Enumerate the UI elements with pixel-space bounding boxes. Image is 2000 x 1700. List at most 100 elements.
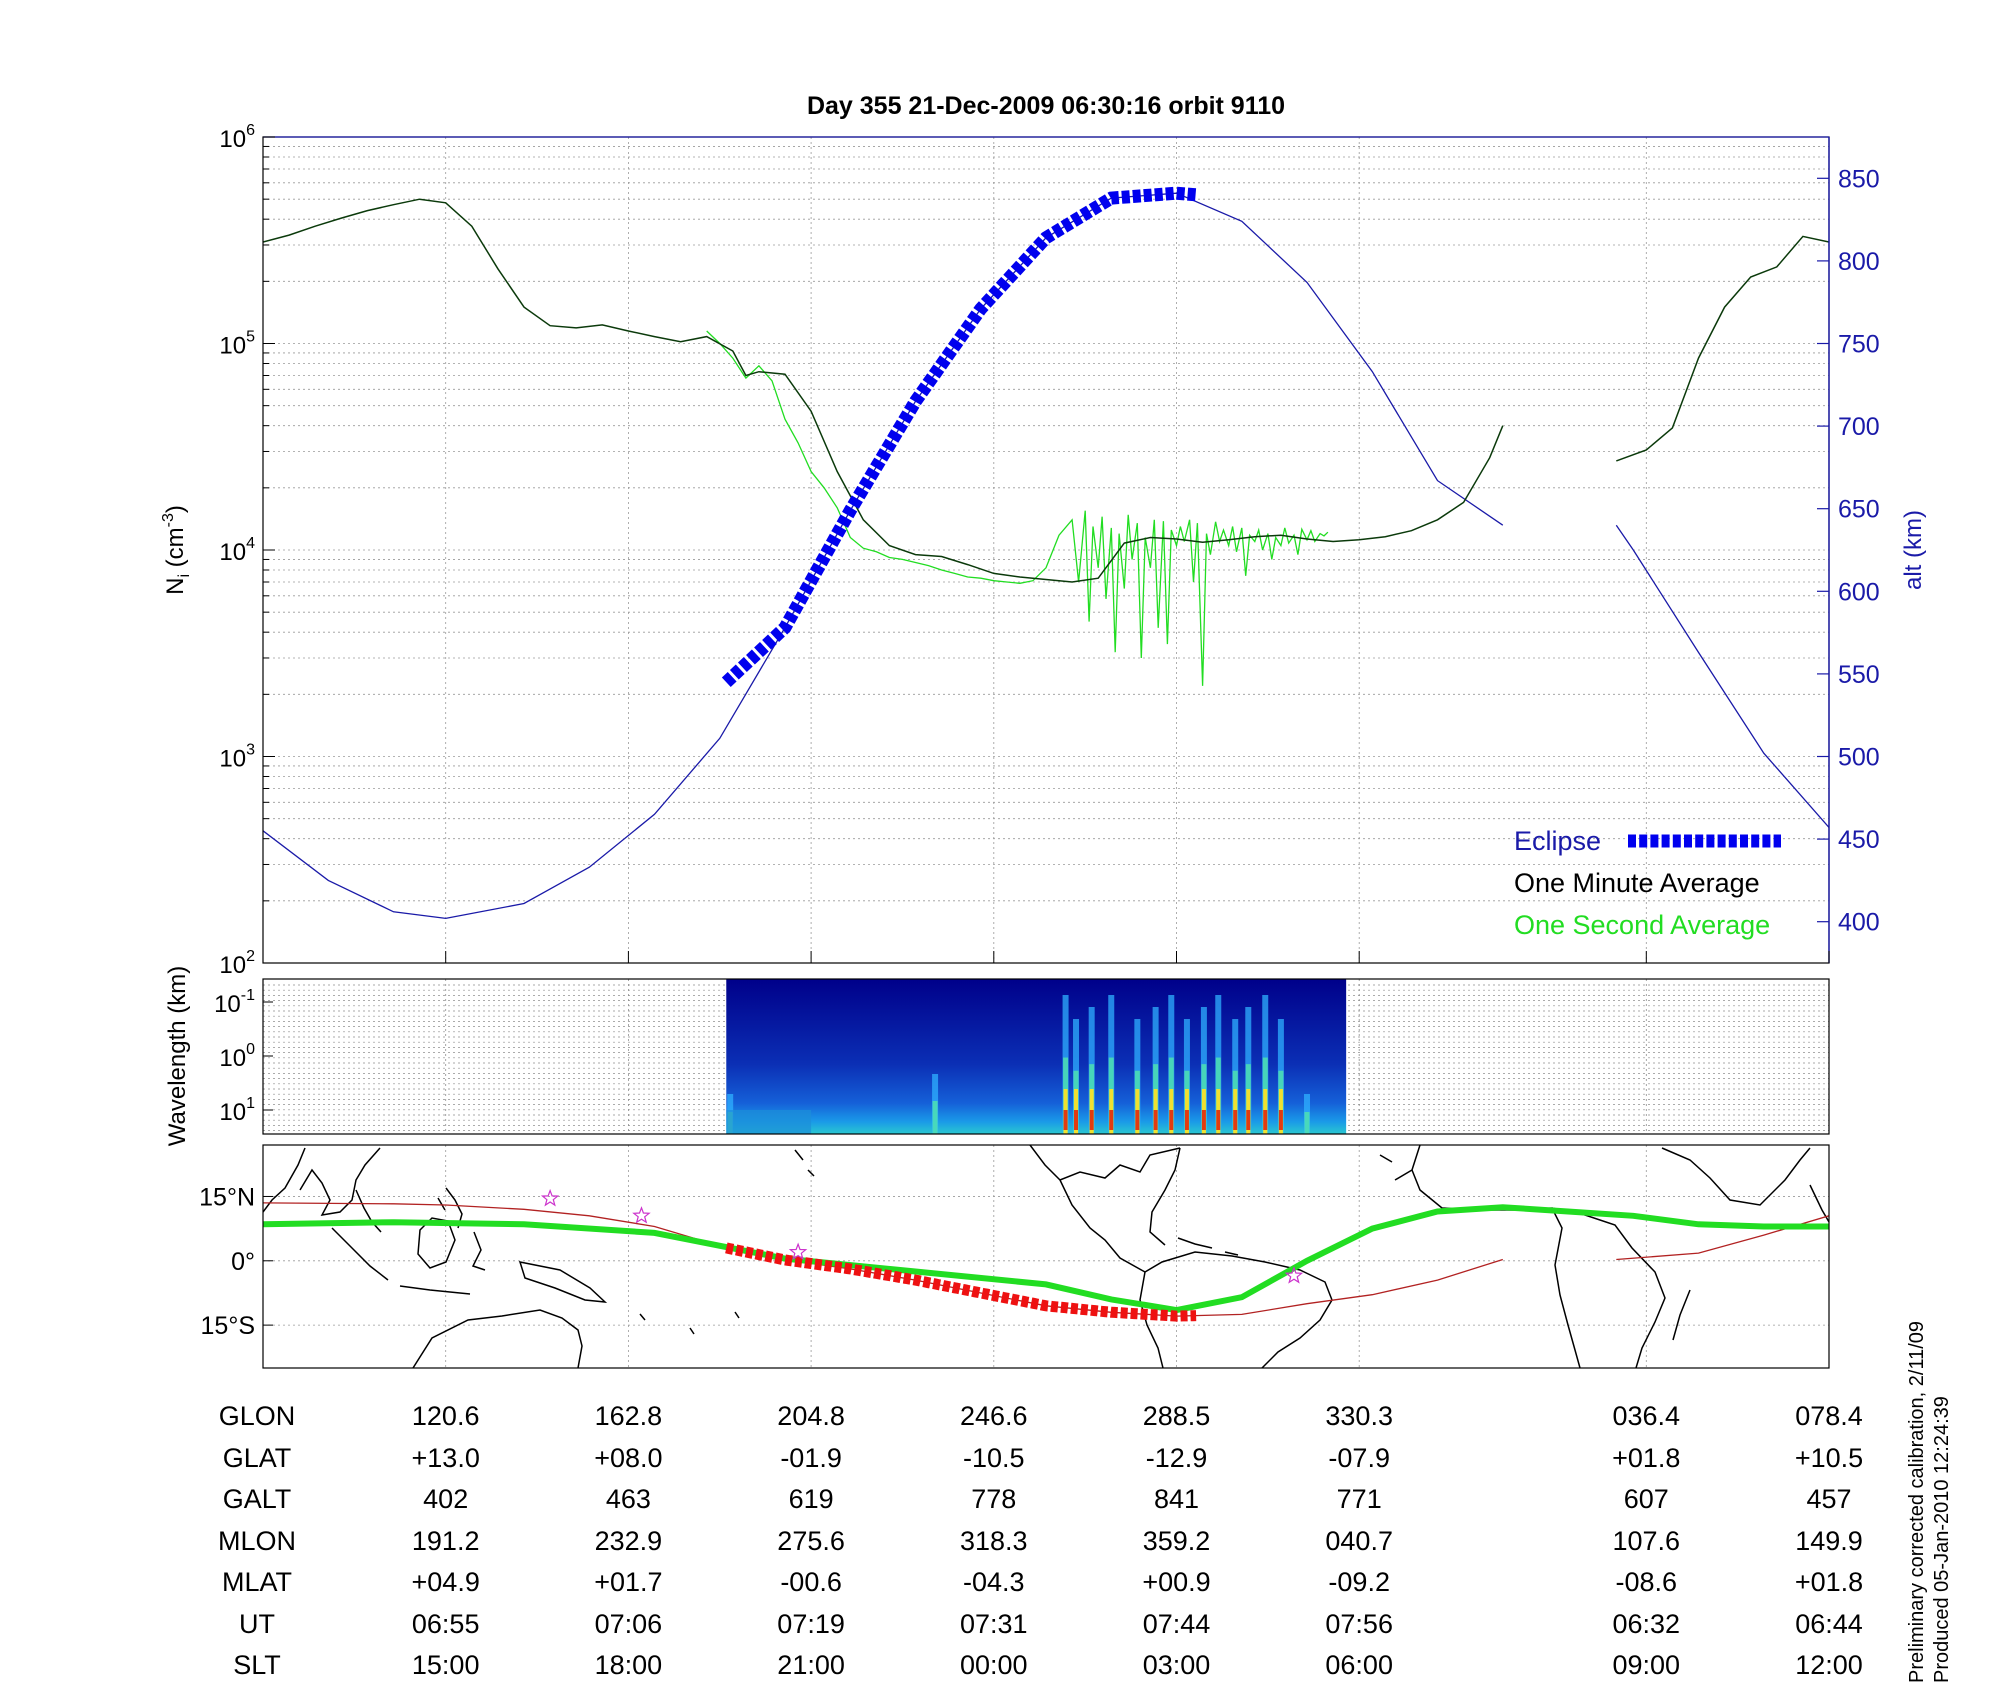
table-row-name: MLAT <box>221 1567 293 1597</box>
table-cell: +00.9 <box>1142 1567 1211 1597</box>
coastline-australia <box>412 1309 583 1368</box>
density-one-second-line <box>706 330 1329 686</box>
one-minute-average-line <box>263 198 1504 583</box>
density-tick-label: 106 <box>219 122 255 153</box>
table-cell: -09.2 <box>1328 1567 1390 1597</box>
table-cell: 06:44 <box>1795 1608 1863 1639</box>
table-cell: 107.6 <box>1612 1525 1681 1556</box>
coastline-borneo <box>417 1217 456 1269</box>
table-cell: 607 <box>1623 1484 1669 1514</box>
altitude-tick-label: 650 <box>1838 496 1880 524</box>
spectrogram-burst-max <box>1169 1110 1174 1130</box>
coastline-sulawesi <box>471 1231 486 1271</box>
map-panel: 15°N 0° 15°S <box>199 1144 1830 1369</box>
table-cell: 246.6 <box>960 1401 1028 1431</box>
table-cell: -00.6 <box>780 1567 842 1597</box>
table-cell: 330.3 <box>1325 1401 1393 1431</box>
table-cell: 120.6 <box>411 1401 480 1431</box>
table-cell: 09:00 <box>1612 1650 1681 1680</box>
table-cell: 275.6 <box>777 1525 845 1556</box>
map-tick-label: 15°N <box>199 1183 255 1211</box>
calibration-footnote-line2: Produced 05-Jan-2010 12:24:39 <box>1931 1396 1953 1683</box>
spectrogram-burst-max <box>1246 1110 1251 1130</box>
calibration-footnote-line1: Preliminary corrected calibration, 2/11/… <box>1906 1320 1928 1683</box>
table-cell: 619 <box>788 1484 834 1514</box>
table-cell: 778 <box>971 1484 1017 1514</box>
table-cell: 00:00 <box>960 1650 1028 1680</box>
table-cell: 15:00 <box>411 1650 480 1680</box>
table-cell: 07:06 <box>594 1608 663 1639</box>
table-cell: +10.5 <box>1794 1442 1864 1473</box>
altitude-tick-label: 600 <box>1838 578 1880 606</box>
table-cell: -10.5 <box>963 1442 1025 1473</box>
table-cell: +01.7 <box>594 1567 663 1597</box>
legend-second-label: One Second Average <box>1514 910 1770 940</box>
density-grid <box>263 137 1829 963</box>
spectrogram-tick-label: 101 <box>219 1095 255 1126</box>
table-cell: 036.4 <box>1612 1401 1681 1431</box>
density-tick-labels: 102 103 104 105 106 <box>219 122 255 979</box>
spectrogram-axis-label: Wavelength (km) <box>164 966 191 1147</box>
map-ticks: 15°N 0° 15°S <box>199 1183 273 1340</box>
table-cell: 12:00 <box>1795 1650 1863 1680</box>
one-minute-average-line <box>1616 235 1829 462</box>
table-cell: 191.2 <box>411 1525 480 1556</box>
table-cell: 07:44 <box>1142 1608 1211 1639</box>
altitude-tick-label: 700 <box>1838 413 1880 441</box>
table-cell: 06:55 <box>411 1608 480 1639</box>
map-tracks <box>263 1188 1829 1322</box>
legend: Eclipse One Minute Average One Second Av… <box>1514 826 1781 940</box>
coastline-asia <box>263 1147 382 1233</box>
eclipse-line <box>721 186 1197 687</box>
spectrogram-burst-core <box>1304 1112 1310 1134</box>
spectrogram-tick-label: 100 <box>219 1041 255 1072</box>
coastline-pacific-islands <box>639 1149 815 1335</box>
table-row-name: GLAT <box>222 1442 292 1473</box>
table-cell: 359.2 <box>1142 1525 1211 1556</box>
spectrogram-burst-max <box>1135 1110 1140 1130</box>
coastline-caribbean <box>1177 1237 1239 1256</box>
spectrogram-burst-core <box>932 1101 938 1134</box>
table-row-name: SLT <box>233 1650 281 1680</box>
table-cell: +04.9 <box>411 1567 480 1597</box>
one-second-average-line <box>706 330 1329 686</box>
altitude-tick-labels: 400 450 500 550 600 650 700 750 800 850 <box>1838 165 1880 936</box>
altitude-tick-label: 750 <box>1838 331 1880 359</box>
map-tick-label: 0° <box>231 1248 255 1276</box>
spectrogram-fill <box>726 979 1347 1134</box>
density-axis-label: Ni (cm-3) <box>160 505 193 595</box>
table-cell: 040.7 <box>1325 1525 1393 1556</box>
eclipse-markers <box>721 186 1197 687</box>
altitude-tick-label: 400 <box>1838 909 1880 937</box>
spectrogram-low-band <box>726 1110 812 1134</box>
table-row-name: GLON <box>218 1401 296 1431</box>
map-frame <box>262 1144 1830 1369</box>
table-cell: -01.9 <box>780 1442 842 1473</box>
table-cell: 162.8 <box>594 1401 663 1431</box>
table-cell: 318.3 <box>960 1525 1028 1556</box>
legend-minute-label: One Minute Average <box>1514 868 1760 898</box>
density-tick-label: 103 <box>219 742 255 773</box>
table-cell: +08.0 <box>594 1442 663 1473</box>
table-cell: 07:56 <box>1325 1608 1393 1639</box>
spectrogram-burst-max <box>1109 1110 1114 1130</box>
map-background <box>263 1145 1829 1368</box>
table-row-name: MLON <box>217 1525 297 1556</box>
spectrogram-ticks: 10-1 100 101 <box>214 987 273 1126</box>
table-cell: 06:00 <box>1325 1650 1393 1680</box>
spectrogram-burst-max <box>1201 1110 1206 1130</box>
altitude-tick-label: 550 <box>1838 661 1880 689</box>
table-cell: -07.9 <box>1328 1442 1390 1473</box>
spectrogram-image <box>726 979 1347 1134</box>
table-cell: 204.8 <box>777 1401 845 1431</box>
table-cell: 21:00 <box>777 1650 845 1680</box>
altitude-line <box>1615 524 1829 828</box>
table-cell: 07:31 <box>960 1608 1028 1639</box>
coastline-madagascar <box>1672 1289 1691 1341</box>
table-cell: 288.5 <box>1142 1401 1211 1431</box>
coastline-europe <box>1379 1154 1393 1163</box>
table-cell: +01.8 <box>1794 1567 1864 1597</box>
density-tick-label: 104 <box>219 535 255 566</box>
spectrogram-burst-max <box>1153 1110 1158 1130</box>
